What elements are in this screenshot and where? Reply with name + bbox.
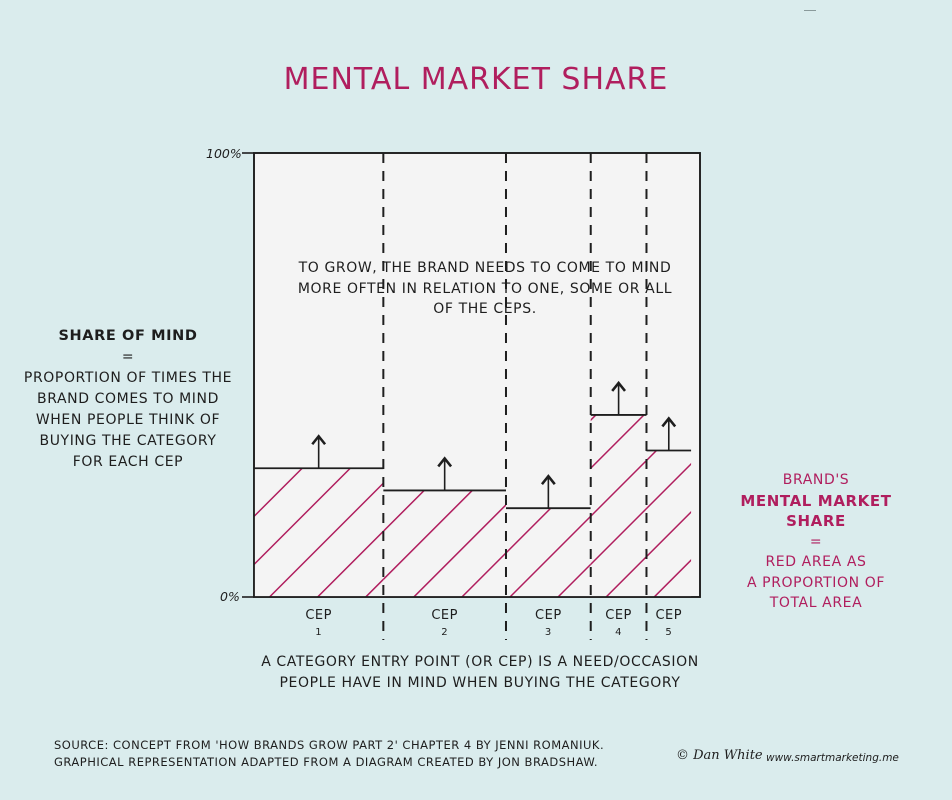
growth-note-line: OF THE CEPS. <box>433 301 537 317</box>
source-line: SOURCE: CONCEPT FROM 'HOW BRANDS GROW PA… <box>54 738 605 752</box>
cep-definition: A CATEGORY ENTRY POINT (OR CEP) IS A NEE… <box>180 652 780 694</box>
author-signature: © Dan White <box>676 748 763 763</box>
cep-label-3: CEP 3 <box>513 607 583 641</box>
bar-cep-1 <box>254 468 384 597</box>
cep-label-5: CEP 5 <box>634 607 704 641</box>
growth-note-line: MORE OFTEN IN RELATION TO ONE, SOME OR A… <box>297 280 673 297</box>
website-link[interactable]: www.smartmarketing.me <box>766 752 899 764</box>
cep-definition-line: A CATEGORY ENTRY POINT (OR CEP) IS A NEE… <box>261 654 699 670</box>
source-credit: SOURCE: CONCEPT FROM 'HOW BRANDS GROW PA… <box>54 737 614 771</box>
bar-cep-5 <box>646 450 692 597</box>
y-axis-label-top: 100% <box>206 146 242 161</box>
cep-definition-line: PEOPLE HAVE IN MIND WHEN BUYING THE CATE… <box>279 675 681 691</box>
mms-equals: = <box>809 533 823 550</box>
share-of-mind-line: WHEN PEOPLE THINK OF <box>35 412 221 428</box>
cep-label-number: 2 <box>441 627 449 638</box>
share-of-mind-line: BUYING THE CATEGORY <box>39 433 217 449</box>
bar-cep-3 <box>505 508 591 597</box>
growth-note-line: TO GROW, THE BRAND NEEDS TO COME TO MIND <box>298 260 672 276</box>
bar-cep-2 <box>383 490 506 597</box>
mms-line: BRAND'S <box>782 472 850 488</box>
cep-label-name: CEP <box>535 608 562 623</box>
mms-line: RED AREA AS <box>765 554 867 570</box>
top-mark <box>804 10 816 11</box>
cep-label-number: 1 <box>315 627 323 638</box>
mental-market-share-panel: BRAND'S MENTAL MARKET SHARE = RED AREA A… <box>716 470 916 614</box>
cep-label-name: CEP <box>655 608 683 623</box>
mms-line: A PROPORTION OF <box>746 574 886 591</box>
share-of-mind-heading: SHARE OF MIND <box>58 328 198 344</box>
share-of-mind-panel: SHARE OF MIND = PROPORTION OF TIMES THE … <box>18 326 238 473</box>
share-of-mind-line: PROPORTION OF TIMES THE <box>23 370 233 386</box>
cep-label-4: CEP 4 <box>584 607 654 641</box>
mms-line: TOTAL AREA <box>769 595 863 611</box>
cep-label-number: 4 <box>615 627 623 638</box>
share-of-mind-line: BRAND COMES TO MIND <box>37 391 219 407</box>
cep-label-2: CEP 2 <box>410 607 480 641</box>
cep-label-name: CEP <box>431 608 458 623</box>
mms-heading: MENTAL MARKET SHARE <box>740 491 892 531</box>
plot-outline <box>253 152 701 598</box>
source-line: GRAPHICAL REPRESENTATION ADAPTED FROM A … <box>54 755 599 769</box>
share-of-mind-line: FOR EACH CEP <box>72 454 184 470</box>
cep-label-name: CEP <box>305 608 332 623</box>
bar-cep-4 <box>590 414 647 597</box>
page-title: MENTAL MARKET SHARE <box>283 62 669 97</box>
growth-note: TO GROW, THE BRAND NEEDS TO COME TO MIND… <box>280 258 690 320</box>
cep-label-1: CEP 1 <box>284 607 354 641</box>
y-axis-label-bottom: 0% <box>220 589 240 604</box>
cep-label-number: 5 <box>665 627 673 638</box>
cep-label-number: 3 <box>544 627 552 638</box>
share-of-mind-equals: = <box>121 349 135 365</box>
cep-label-name: CEP <box>605 608 632 623</box>
